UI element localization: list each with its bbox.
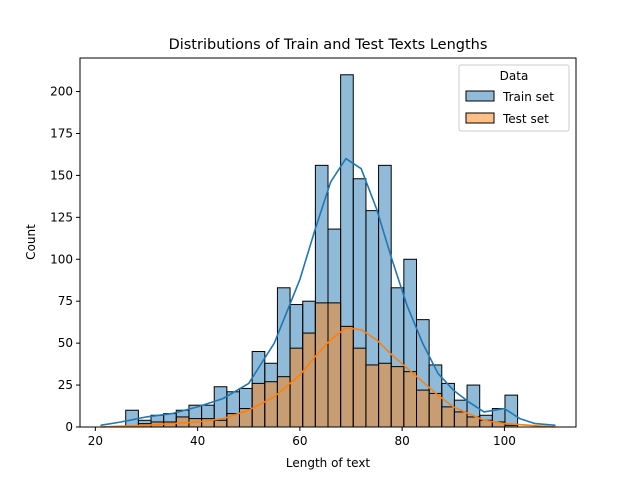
y-tick-label-75: 75 [58, 294, 73, 308]
legend-swatch-train [465, 90, 495, 102]
x-tick-label-80: 80 [395, 434, 410, 448]
x-axis: 20 40 60 80 100 [88, 427, 516, 448]
bar-test-22 [378, 362, 392, 428]
bar-test-16 [302, 332, 316, 428]
x-axis-label: Length of text [286, 456, 371, 470]
legend: Data Train set Test set [458, 64, 570, 132]
bar-test-24 [403, 371, 418, 428]
y-tick-label-150: 150 [50, 168, 73, 182]
bar-test-17 [314, 302, 329, 428]
y-axis-label: Count [24, 224, 38, 260]
kde-line-test [100, 327, 556, 428]
y-tick-label-125: 125 [50, 210, 73, 224]
y-tick-label-0: 0 [65, 420, 73, 434]
bar-test-27 [441, 406, 455, 428]
bar-test-13 [264, 381, 278, 428]
legend-swatch-test [465, 112, 495, 124]
plot-area [79, 57, 577, 428]
x-tick-label-20: 20 [88, 434, 103, 448]
y-axis: 0 25 50 75 100 125 150 175 200 [50, 85, 80, 434]
bar-test-25 [416, 389, 430, 428]
bar-test-26 [428, 392, 443, 428]
y-tick-label-50: 50 [58, 336, 73, 350]
bar-test-18 [327, 302, 342, 428]
y-tick-label-200: 200 [50, 85, 73, 99]
y-tick-label-175: 175 [50, 126, 73, 140]
x-tick-label-40: 40 [190, 434, 205, 448]
chart-title: Distributions of Train and Test Texts Le… [169, 37, 488, 53]
bar-test-21 [365, 364, 380, 428]
bar-test-20 [352, 347, 367, 428]
plot-frame [79, 57, 577, 428]
bar-test-28 [453, 411, 468, 428]
kde-line-train [100, 157, 556, 427]
x-tick-label-100: 100 [493, 434, 516, 448]
x-tick-label-60: 60 [292, 434, 307, 448]
legend-title: Data [500, 69, 529, 83]
y-tick-label-25: 25 [58, 378, 73, 392]
legend-label-train: Train set [502, 90, 554, 104]
bar-test-19 [340, 325, 354, 428]
bar-test-9 [213, 419, 228, 428]
y-tick-label-100: 100 [50, 252, 73, 266]
bar-test-15 [289, 347, 304, 428]
bar-test-23 [390, 366, 405, 428]
legend-label-test: Test set [502, 112, 549, 126]
